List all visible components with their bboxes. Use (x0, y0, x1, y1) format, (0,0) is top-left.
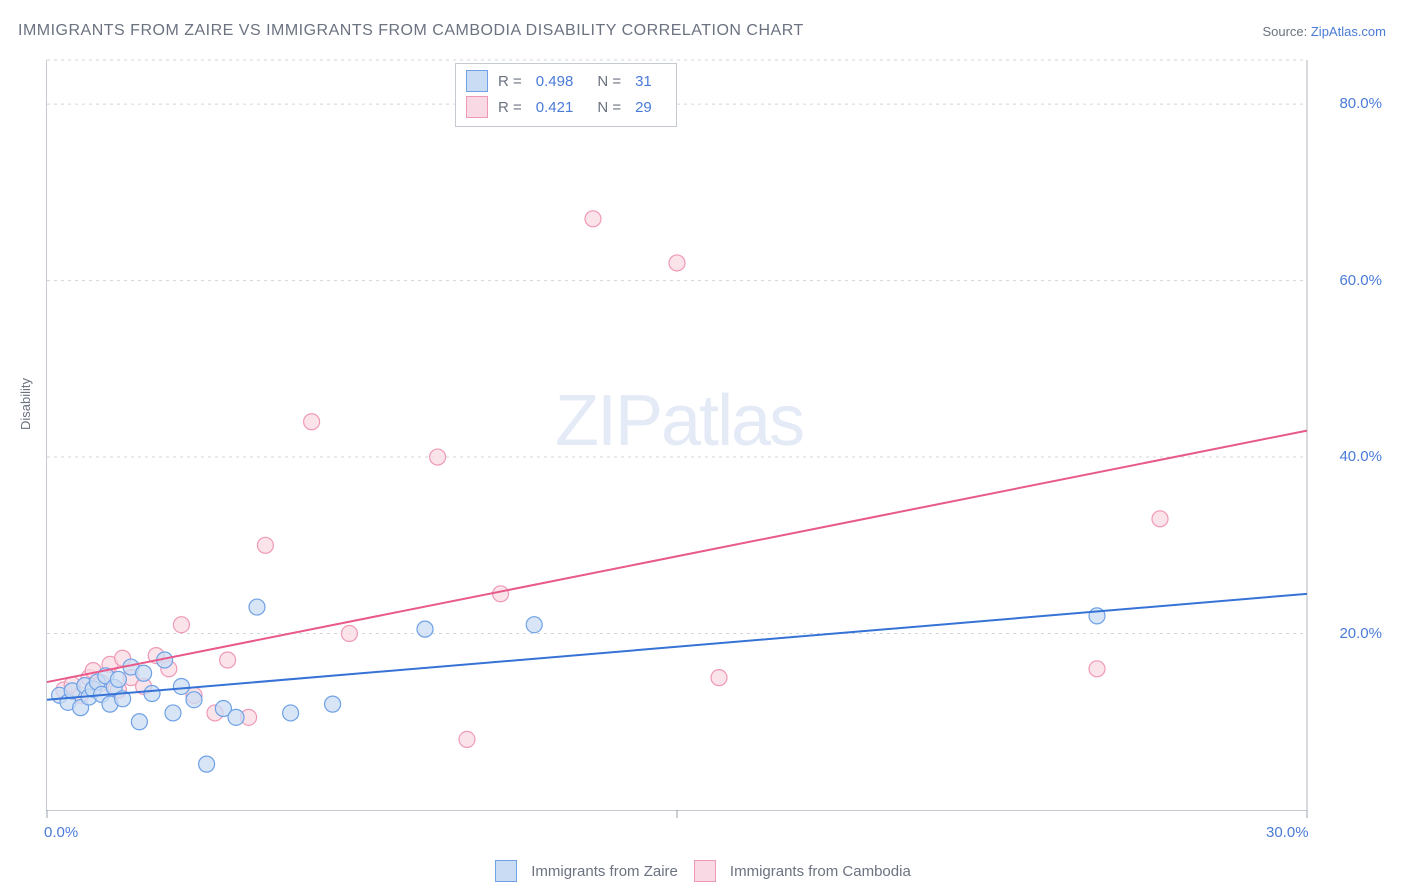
y-tick-label: 60.0% (1339, 272, 1382, 289)
r-value: 0.421 (536, 99, 574, 116)
plot-area (46, 60, 1307, 811)
legend-swatch (466, 70, 488, 92)
n-label: N = (597, 99, 621, 116)
x-tick-label: 0.0% (44, 824, 78, 841)
source-prefix: Source: (1262, 24, 1310, 39)
legend-row: R = 0.421 N = 29 (466, 94, 666, 120)
r-value: 0.498 (536, 73, 574, 90)
legend-swatch (694, 860, 716, 882)
legend-series-label: Immigrants from Zaire (531, 863, 678, 880)
n-value: 31 (635, 73, 652, 90)
legend-series-label: Immigrants from Cambodia (730, 863, 911, 880)
r-label: R = (498, 99, 522, 116)
chart-title: IMMIGRANTS FROM ZAIRE VS IMMIGRANTS FROM… (18, 22, 804, 40)
series-legend: Immigrants from Zaire Immigrants from Cam… (0, 860, 1406, 882)
y-axis-label: Disability (18, 378, 33, 430)
n-value: 29 (635, 99, 652, 116)
y-tick-label: 80.0% (1339, 95, 1382, 112)
legend-swatch (495, 860, 517, 882)
r-label: R = (498, 73, 522, 90)
y-tick-label: 40.0% (1339, 448, 1382, 465)
scatter-svg (47, 60, 1307, 810)
correlation-legend: R = 0.498 N = 31 R = 0.421 N = 29 (455, 63, 677, 127)
y-tick-label: 20.0% (1339, 625, 1382, 642)
x-tick-label: 30.0% (1266, 824, 1309, 841)
legend-row: R = 0.498 N = 31 (466, 68, 666, 94)
legend-swatch (466, 96, 488, 118)
source-attribution: Source: ZipAtlas.com (1262, 24, 1386, 39)
n-label: N = (597, 73, 621, 90)
source-link[interactable]: ZipAtlas.com (1311, 24, 1386, 39)
